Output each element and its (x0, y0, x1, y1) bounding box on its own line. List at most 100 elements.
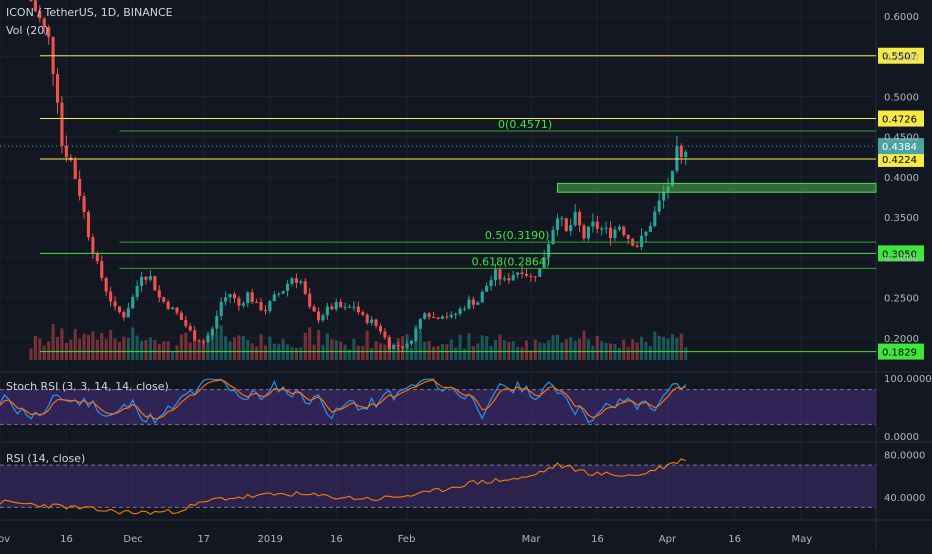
candle-body (86, 211, 91, 238)
candle-body (356, 306, 360, 313)
volume-bar (507, 342, 511, 360)
candle-body (533, 276, 537, 278)
volume-bar (170, 350, 175, 360)
price-level-tag-label: 0.1829 (882, 348, 917, 359)
candle-body (170, 307, 175, 310)
volume-bar (82, 333, 86, 360)
candle-body (91, 237, 95, 254)
candle-body (653, 211, 657, 226)
volume-bar (334, 340, 338, 360)
rsi-pane (0, 444, 876, 518)
candle-body (365, 314, 369, 323)
volume-bar (454, 347, 458, 360)
volume-bar (104, 339, 108, 360)
candle-body (162, 297, 166, 302)
candle-body (286, 283, 290, 291)
stoch-y-tick: 100.0000 (884, 374, 932, 385)
volume-bar (670, 334, 675, 360)
volume-bar (325, 333, 329, 360)
volume-bar (95, 339, 99, 360)
candle-body (29, 0, 33, 1)
candle-body (47, 27, 51, 38)
volume-bar (622, 339, 626, 360)
price-level-tag (878, 110, 924, 127)
candle-body (246, 292, 250, 304)
candle-body (42, 18, 46, 28)
candle-body (117, 306, 122, 313)
x-tick-label: 2019 (257, 534, 282, 545)
stoch-band (0, 389, 876, 425)
price-level-tag-label: 0.4726 (882, 115, 917, 126)
candle-body (471, 299, 475, 305)
candle-body (485, 286, 489, 292)
candle-body (648, 225, 652, 232)
stoch-d-line (0, 379, 687, 420)
candle-body (113, 301, 117, 307)
last-price-label: 0.4384 (882, 142, 917, 153)
candle-body (179, 312, 183, 320)
candle-body (427, 313, 431, 317)
volume-bar (286, 344, 290, 360)
candle-body (347, 306, 352, 308)
y-tick-label: 0.2500 (884, 294, 919, 305)
volume-bar (117, 341, 122, 360)
volume-bar (33, 335, 37, 360)
y-tick-label: 0.4500 (884, 133, 919, 144)
rsi-y-tick: 80.0000 (884, 451, 925, 462)
volume-bar (383, 344, 387, 360)
candle-body (387, 337, 391, 349)
candle-body (582, 225, 586, 239)
candle-body (175, 307, 179, 313)
candle-body (166, 301, 170, 310)
candle-body (604, 227, 608, 229)
volume-bar (586, 339, 590, 360)
x-tick-label: Mar (522, 534, 542, 545)
volume-bar (582, 330, 586, 360)
volume-bar (684, 347, 688, 360)
candle-body (109, 291, 113, 302)
volume-bar (224, 336, 228, 360)
volume-bar (312, 344, 316, 360)
candle-body (188, 326, 192, 331)
volume-bar (648, 346, 652, 360)
volume-label: Vol (20) (6, 24, 49, 37)
last-price-tag (878, 138, 924, 155)
candle-body (33, 0, 37, 12)
volume-bar (617, 347, 621, 360)
y-tick-label: 0.3500 (884, 213, 919, 224)
volume-bar (281, 339, 285, 360)
candle-body (144, 276, 148, 280)
volume-bar (361, 345, 365, 360)
candle-body (64, 145, 68, 158)
stoch-y-tick: 0.0000 (884, 432, 919, 443)
candle-body (321, 315, 325, 321)
volume-bar (86, 334, 91, 360)
x-tick-label: 16 (591, 534, 604, 545)
price-level-tag-label: 0.4224 (882, 155, 917, 166)
candle-body (201, 341, 206, 343)
candle-body (339, 302, 343, 308)
stoch-pane (0, 374, 876, 440)
candle-body (95, 253, 99, 262)
volume-bar (175, 345, 179, 360)
candle-body (542, 257, 546, 269)
volume-bar (569, 337, 573, 360)
x-tick-label: Nov (0, 534, 10, 545)
volume-bar (73, 329, 77, 360)
y-tick-label: 0.5000 (884, 93, 919, 104)
volume-bar (135, 335, 139, 360)
candle-body (378, 326, 383, 332)
candle-body (232, 294, 237, 299)
volume-bar (299, 347, 303, 360)
candle-body (308, 293, 312, 307)
volume-bar (303, 332, 307, 360)
candle-body (617, 226, 621, 230)
volume-bar (480, 335, 484, 360)
volume-bar (639, 336, 644, 360)
volume-bar (42, 345, 46, 360)
volume-bar (215, 332, 219, 360)
candle-body (210, 328, 214, 336)
candle-body (374, 319, 378, 327)
